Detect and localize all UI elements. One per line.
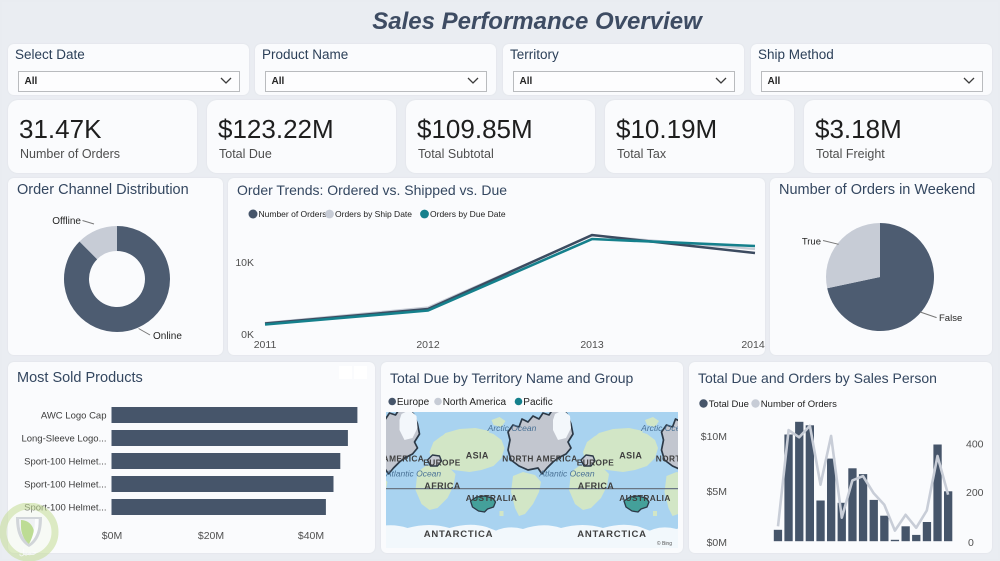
svg-text:10K: 10K [235,257,254,269]
svg-text:2011: 2011 [254,339,277,351]
svg-text:0: 0 [968,537,974,549]
svg-text:200: 200 [966,487,984,499]
svg-text:0K: 0K [241,329,254,341]
svg-text:AWC Logo Cap: AWC Logo Cap [41,411,107,422]
svg-text:$0M: $0M [102,530,122,542]
svg-text:Total Due: Total Due [709,399,749,410]
svg-text:Number of Orders: Number of Orders [761,399,837,410]
svg-text:Online: Online [153,331,182,342]
svg-text:2013: 2013 [580,339,604,351]
svg-text:2012: 2012 [416,339,440,351]
svg-text:$20M: $20M [198,530,224,542]
svg-text:Sport-100 Helmet...: Sport-100 Helmet... [24,480,106,491]
svg-text:Pacific: Pacific [523,397,552,408]
svg-text:$40M: $40M [298,530,324,542]
svg-text:$5M: $5M [707,486,727,498]
svg-text:Number of Orders: Number of Orders [259,209,327,219]
svg-text:© Bing: © Bing [657,540,672,547]
svg-text:$0M: $0M [707,537,727,549]
svg-text:False: False [939,313,962,324]
svg-text:Europe: Europe [397,397,430,408]
svg-text:Sport-100 Helmet...: Sport-100 Helmet... [24,457,106,468]
svg-text:$10M: $10M [701,431,727,443]
svg-text:Orders by Due Date: Orders by Due Date [430,209,506,219]
svg-text:North America: North America [443,397,507,408]
svg-text:Offline: Offline [52,216,81,227]
svg-text:Long-Sleeve Logo...: Long-Sleeve Logo... [21,434,106,445]
svg-text:2014: 2014 [741,339,765,351]
svg-text:حميل: حميل [19,548,37,557]
svg-text:Sport-100 Helmet...: Sport-100 Helmet... [24,503,106,514]
svg-text:True: True [802,237,821,248]
svg-text:Orders by Ship Date: Orders by Ship Date [335,209,412,219]
svg-text:400: 400 [966,439,984,451]
